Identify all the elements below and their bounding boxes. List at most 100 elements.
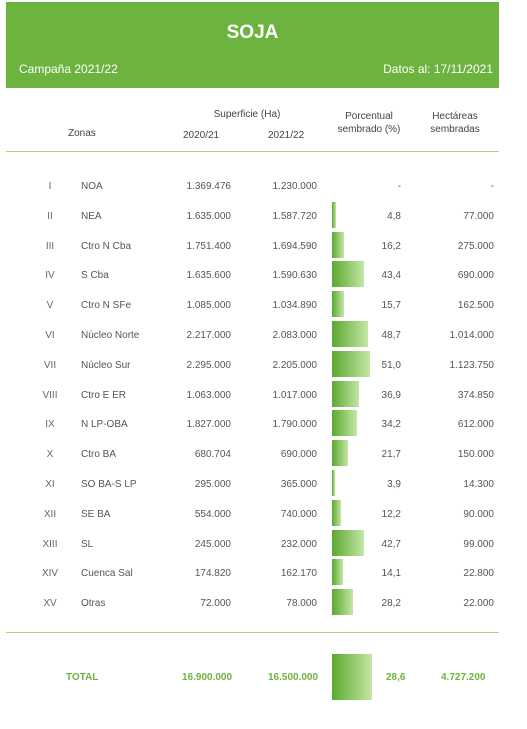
surface-2021-22: 78.000: [286, 598, 317, 609]
pct-bar: [332, 202, 336, 228]
hectares-sown: 90.000: [463, 509, 494, 520]
zone-number: VI: [45, 330, 55, 341]
total-pct: 28,6: [386, 672, 406, 683]
zone-number: IX: [45, 419, 55, 430]
zone-name: SL: [81, 539, 94, 550]
pct-bar: [332, 232, 344, 258]
surface-2020-21: 1.063.000: [186, 390, 232, 401]
surface-2020-21: 1.751.400: [186, 241, 232, 252]
total-year1: 16.900.000: [182, 672, 233, 683]
zone-number: III: [45, 241, 55, 252]
pct-sown: 36,9: [381, 390, 401, 401]
zone-number: I: [48, 181, 52, 192]
total-year2: 16.500.000: [268, 672, 319, 683]
zone-number: X: [46, 449, 54, 460]
surface-2020-21: 1.369.476: [186, 181, 232, 192]
pct-sown: -: [397, 181, 401, 192]
zonas-header: Zonas: [68, 128, 96, 139]
surface-2020-21: 245.000: [194, 539, 231, 550]
hectares-sown: 275.000: [457, 241, 494, 252]
zone-name: Otras: [81, 598, 106, 609]
header-banner: SOJA Campaña 2021/22 Datos al: 17/11/202…: [6, 2, 499, 88]
zone-name: NOA: [81, 181, 103, 192]
pct-sown: 15,7: [381, 300, 401, 311]
hectares-sown: 612.000: [457, 419, 494, 430]
pct-sown: 4,8: [387, 211, 401, 222]
superficie-header: Superficie (Ha): [213, 109, 281, 120]
total-ha: 4.727.200: [441, 672, 486, 683]
table-row: VI Núcleo Norte 2.217.000 2.083.000 48,7 1.01…: [0, 327, 527, 347]
zone-name: Núcleo Sur: [81, 360, 131, 371]
pct-sown: 3,9: [387, 479, 401, 490]
table-row: XV Otras 72.000 78.000 28,2 22.000: [0, 595, 527, 615]
surface-2020-21: 295.000: [194, 479, 231, 490]
hectares-sown: 22.800: [463, 568, 494, 579]
pct-sown: 51,0: [381, 360, 401, 371]
surface-2021-22: 162.170: [280, 568, 317, 579]
zone-name: SO BA-S LP: [81, 479, 137, 490]
table-row: XIII SL 245.000 232.000 42,7 99.000: [0, 536, 527, 556]
pct-bar: [332, 261, 364, 287]
zone-name: SE BA: [81, 509, 111, 520]
pct-bar: [332, 440, 348, 466]
hectares-sown: 14.300: [463, 479, 494, 490]
zone-name: N LP-OBA: [81, 419, 128, 430]
surface-2020-21: 680.704: [194, 449, 231, 460]
zone-number: V: [46, 300, 54, 311]
pct-bar: [332, 559, 343, 585]
hectares-sown: 77.000: [463, 211, 494, 222]
pct-sown: 21,7: [381, 449, 401, 460]
surface-2020-21: 1.085.000: [186, 300, 232, 311]
surface-2021-22: 1.034.890: [272, 300, 318, 311]
hectares-sown: 162.500: [457, 300, 494, 311]
zone-number: XV: [43, 598, 57, 609]
surface-2021-22: 740.000: [280, 509, 317, 520]
pct-bar: [332, 470, 335, 496]
surface-2021-22: 690.000: [280, 449, 317, 460]
zone-number: VIII: [42, 390, 58, 401]
zone-number: XI: [45, 479, 55, 490]
ha-header: Hectáreas sembradas: [420, 110, 490, 136]
hectares-sown: 150.000: [457, 449, 494, 460]
pct-sown: 16,2: [381, 241, 401, 252]
surface-2020-21: 1.827.000: [186, 419, 232, 430]
surface-2021-22: 365.000: [280, 479, 317, 490]
table-row: XIV Cuenca Sal 174.820 162.170 14,1 22.800: [0, 565, 527, 585]
surface-2020-21: 72.000: [200, 598, 231, 609]
pct-sown: 48,7: [381, 330, 401, 341]
zone-name: Ctro BA: [81, 449, 117, 460]
year1-header: 2020/21: [183, 130, 220, 141]
total-label: TOTAL: [66, 672, 99, 683]
hectares-sown: 99.000: [463, 539, 494, 550]
zone-name: Ctro E ER: [81, 390, 127, 401]
pct-bar: [332, 500, 341, 526]
surface-2020-21: 2.217.000: [186, 330, 232, 341]
hectares-sown: 690.000: [457, 270, 494, 281]
pct-sown: 12,2: [381, 509, 401, 520]
zone-name: Núcleo Norte: [81, 330, 140, 341]
pct-sown: 34,2: [381, 419, 401, 430]
zone-name: Cuenca Sal: [81, 568, 133, 579]
surface-2020-21: 554.000: [194, 509, 231, 520]
pct-sown: 14,1: [381, 568, 401, 579]
hectares-sown: -: [490, 181, 494, 192]
surface-2021-22: 232.000: [280, 539, 317, 550]
surface-2021-22: 2.205.000: [272, 360, 318, 371]
table-row: VIII Ctro E ER 1.063.000 1.017.000 36,9 374.8…: [0, 387, 527, 407]
ha-header-line2: sembradas: [430, 124, 480, 135]
table-row: XII SE BA 554.000 740.000 12,2 90.000: [0, 506, 527, 526]
zone-number: XIV: [41, 568, 59, 579]
pct-bar: [332, 530, 364, 556]
table-row: IX N LP-OBA 1.827.000 1.790.000 34,2 612.000: [0, 416, 527, 436]
table-row: I NOA 1.369.476 1.230.000 - -: [0, 178, 527, 198]
zone-name: NEA: [81, 211, 102, 222]
hectares-sown: 1.123.750: [449, 360, 495, 371]
year2-header: 2021/22: [268, 130, 305, 141]
ha-header-line1: Hectáreas: [432, 111, 478, 122]
pct-bar: [332, 291, 344, 317]
surface-2021-22: 1.587.720: [272, 211, 318, 222]
pct-header: Porcentual sembrado (%): [333, 110, 405, 136]
table-row: III Ctro N Cba 1.751.400 1.694.590 16,2 275.0…: [0, 238, 527, 258]
table-row: X Ctro BA 680.704 690.000 21,7 150.000: [0, 446, 527, 466]
surface-2021-22: 2.083.000: [272, 330, 318, 341]
